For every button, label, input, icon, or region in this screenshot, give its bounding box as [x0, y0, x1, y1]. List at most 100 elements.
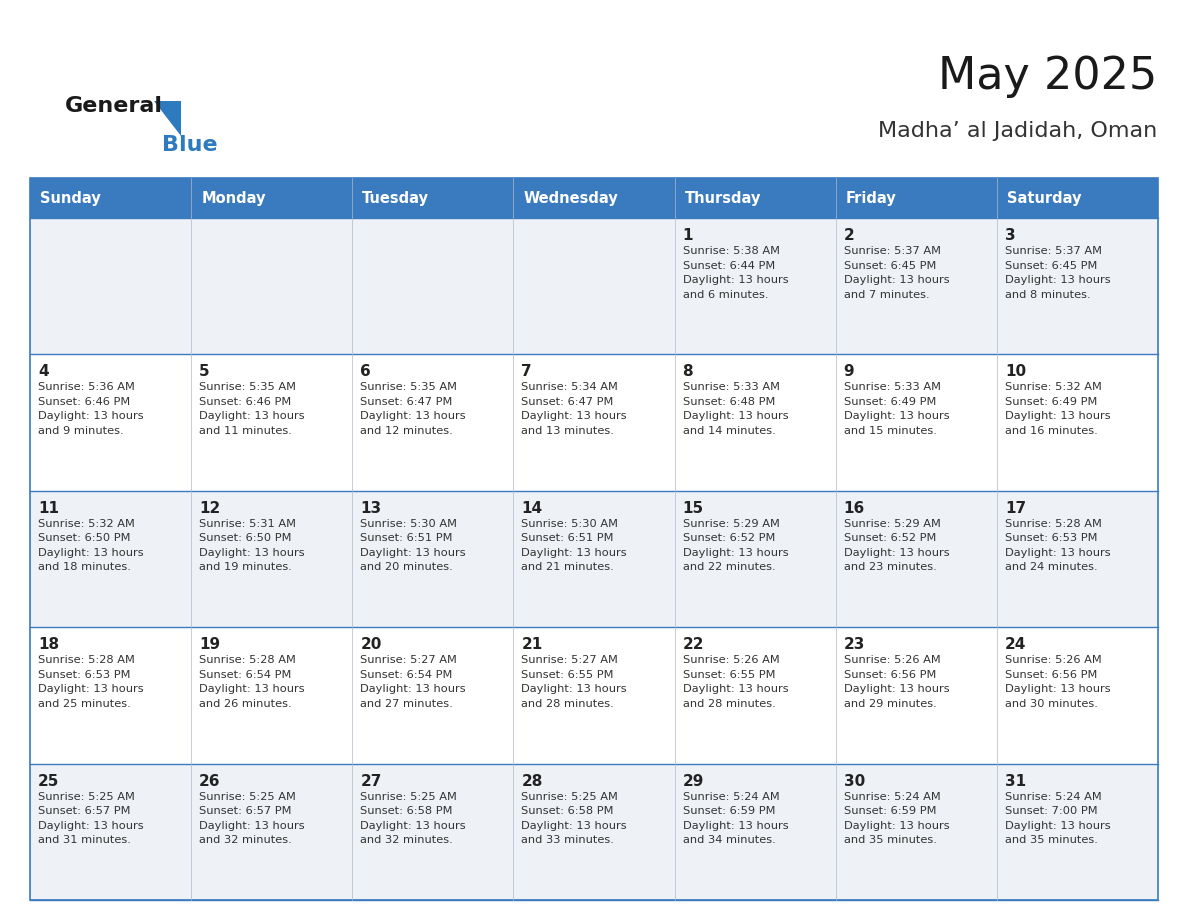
Text: Daylight: 13 hours: Daylight: 13 hours [38, 821, 144, 831]
Text: Daylight: 13 hours: Daylight: 13 hours [360, 684, 466, 694]
Text: Sunrise: 5:24 AM: Sunrise: 5:24 AM [843, 791, 941, 801]
Text: Sunrise: 5:24 AM: Sunrise: 5:24 AM [683, 791, 779, 801]
Text: Sunrise: 5:33 AM: Sunrise: 5:33 AM [843, 383, 941, 392]
Text: and 19 minutes.: and 19 minutes. [200, 563, 292, 572]
Text: Sunset: 6:54 PM: Sunset: 6:54 PM [200, 670, 291, 679]
Text: 2: 2 [843, 228, 854, 243]
Text: Sunrise: 5:25 AM: Sunrise: 5:25 AM [522, 791, 618, 801]
Text: and 13 minutes.: and 13 minutes. [522, 426, 614, 436]
Text: and 31 minutes.: and 31 minutes. [38, 835, 131, 845]
Text: and 32 minutes.: and 32 minutes. [200, 835, 292, 845]
Text: Sunrise: 5:36 AM: Sunrise: 5:36 AM [38, 383, 135, 392]
Text: and 18 minutes.: and 18 minutes. [38, 563, 131, 572]
Text: Daylight: 13 hours: Daylight: 13 hours [360, 821, 466, 831]
Text: Sunset: 6:50 PM: Sunset: 6:50 PM [38, 533, 131, 543]
Bar [30, 627, 1158, 764]
Text: Sunrise: 5:28 AM: Sunrise: 5:28 AM [1005, 519, 1101, 529]
Text: Sunrise: 5:25 AM: Sunrise: 5:25 AM [200, 791, 296, 801]
Text: Sunset: 6:57 PM: Sunset: 6:57 PM [200, 806, 291, 816]
Text: 9: 9 [843, 364, 854, 379]
Text: and 34 minutes.: and 34 minutes. [683, 835, 776, 845]
Text: 10: 10 [1005, 364, 1026, 379]
Text: Monday: Monday [201, 191, 266, 206]
Text: Sunrise: 5:28 AM: Sunrise: 5:28 AM [38, 655, 135, 666]
Text: 27: 27 [360, 774, 381, 789]
Text: Sunday: Sunday [40, 191, 101, 206]
Text: Sunrise: 5:26 AM: Sunrise: 5:26 AM [683, 655, 779, 666]
Text: Sunset: 6:52 PM: Sunset: 6:52 PM [683, 533, 775, 543]
Text: and 24 minutes.: and 24 minutes. [1005, 563, 1098, 572]
Text: Wednesday: Wednesday [524, 191, 618, 206]
Text: Sunset: 6:45 PM: Sunset: 6:45 PM [843, 261, 936, 271]
Text: Daylight: 13 hours: Daylight: 13 hours [683, 821, 788, 831]
Text: Sunrise: 5:35 AM: Sunrise: 5:35 AM [360, 383, 457, 392]
Text: Tuesday: Tuesday [362, 191, 429, 206]
Text: and 35 minutes.: and 35 minutes. [843, 835, 936, 845]
Text: 19: 19 [200, 637, 220, 652]
Text: Sunrise: 5:30 AM: Sunrise: 5:30 AM [360, 519, 457, 529]
Text: and 26 minutes.: and 26 minutes. [200, 699, 292, 709]
Text: and 8 minutes.: and 8 minutes. [1005, 289, 1091, 299]
Text: Daylight: 13 hours: Daylight: 13 hours [360, 411, 466, 421]
Text: Daylight: 13 hours: Daylight: 13 hours [683, 684, 788, 694]
Text: Sunset: 6:45 PM: Sunset: 6:45 PM [1005, 261, 1098, 271]
Text: Daylight: 13 hours: Daylight: 13 hours [522, 548, 627, 558]
Text: 16: 16 [843, 501, 865, 516]
Text: and 9 minutes.: and 9 minutes. [38, 426, 124, 436]
Bar [30, 354, 1158, 491]
Text: and 14 minutes.: and 14 minutes. [683, 426, 776, 436]
Text: Sunrise: 5:32 AM: Sunrise: 5:32 AM [1005, 383, 1101, 392]
Text: 26: 26 [200, 774, 221, 789]
Text: Daylight: 13 hours: Daylight: 13 hours [843, 548, 949, 558]
Text: Sunset: 6:55 PM: Sunset: 6:55 PM [522, 670, 614, 679]
Text: Sunset: 6:56 PM: Sunset: 6:56 PM [843, 670, 936, 679]
Text: Sunset: 6:46 PM: Sunset: 6:46 PM [38, 397, 131, 407]
Text: 15: 15 [683, 501, 703, 516]
Text: Daylight: 13 hours: Daylight: 13 hours [683, 275, 788, 285]
Text: Sunset: 6:51 PM: Sunset: 6:51 PM [522, 533, 614, 543]
Text: 5: 5 [200, 364, 210, 379]
Text: Sunrise: 5:32 AM: Sunrise: 5:32 AM [38, 519, 135, 529]
Text: Sunset: 6:49 PM: Sunset: 6:49 PM [1005, 397, 1098, 407]
Text: and 11 minutes.: and 11 minutes. [200, 426, 292, 436]
Text: and 32 minutes.: and 32 minutes. [360, 835, 453, 845]
Text: Sunrise: 5:34 AM: Sunrise: 5:34 AM [522, 383, 618, 392]
Text: Daylight: 13 hours: Daylight: 13 hours [1005, 684, 1111, 694]
Text: Sunrise: 5:27 AM: Sunrise: 5:27 AM [522, 655, 618, 666]
Bar [30, 178, 1158, 900]
Text: Sunrise: 5:33 AM: Sunrise: 5:33 AM [683, 383, 779, 392]
Text: Sunset: 6:44 PM: Sunset: 6:44 PM [683, 261, 775, 271]
Text: Daylight: 13 hours: Daylight: 13 hours [843, 411, 949, 421]
Text: 31: 31 [1005, 774, 1026, 789]
Text: Sunrise: 5:35 AM: Sunrise: 5:35 AM [200, 383, 296, 392]
Text: Daylight: 13 hours: Daylight: 13 hours [522, 411, 627, 421]
Text: Sunset: 6:50 PM: Sunset: 6:50 PM [200, 533, 291, 543]
Text: Daylight: 13 hours: Daylight: 13 hours [522, 821, 627, 831]
Text: 18: 18 [38, 637, 59, 652]
Text: Sunrise: 5:25 AM: Sunrise: 5:25 AM [360, 791, 457, 801]
Text: Daylight: 13 hours: Daylight: 13 hours [38, 684, 144, 694]
Text: Thursday: Thursday [684, 191, 762, 206]
Text: and 20 minutes.: and 20 minutes. [360, 563, 453, 572]
Text: Sunset: 6:58 PM: Sunset: 6:58 PM [360, 806, 453, 816]
Text: and 16 minutes.: and 16 minutes. [1005, 426, 1098, 436]
Text: Sunrise: 5:31 AM: Sunrise: 5:31 AM [200, 519, 296, 529]
Text: Sunrise: 5:26 AM: Sunrise: 5:26 AM [1005, 655, 1101, 666]
Text: Daylight: 13 hours: Daylight: 13 hours [843, 821, 949, 831]
Text: Sunrise: 5:37 AM: Sunrise: 5:37 AM [1005, 246, 1101, 256]
Text: and 23 minutes.: and 23 minutes. [843, 563, 936, 572]
Text: 8: 8 [683, 364, 693, 379]
Text: Sunset: 7:00 PM: Sunset: 7:00 PM [1005, 806, 1098, 816]
Text: General: General [65, 96, 163, 117]
Text: Daylight: 13 hours: Daylight: 13 hours [38, 411, 144, 421]
Text: 28: 28 [522, 774, 543, 789]
Text: Saturday: Saturday [1007, 191, 1081, 206]
Text: 6: 6 [360, 364, 371, 379]
Text: Sunrise: 5:26 AM: Sunrise: 5:26 AM [843, 655, 941, 666]
Text: Daylight: 13 hours: Daylight: 13 hours [200, 548, 305, 558]
Text: Daylight: 13 hours: Daylight: 13 hours [1005, 411, 1111, 421]
Text: Sunrise: 5:30 AM: Sunrise: 5:30 AM [522, 519, 619, 529]
Text: and 25 minutes.: and 25 minutes. [38, 699, 131, 709]
Text: and 21 minutes.: and 21 minutes. [522, 563, 614, 572]
Text: 4: 4 [38, 364, 49, 379]
